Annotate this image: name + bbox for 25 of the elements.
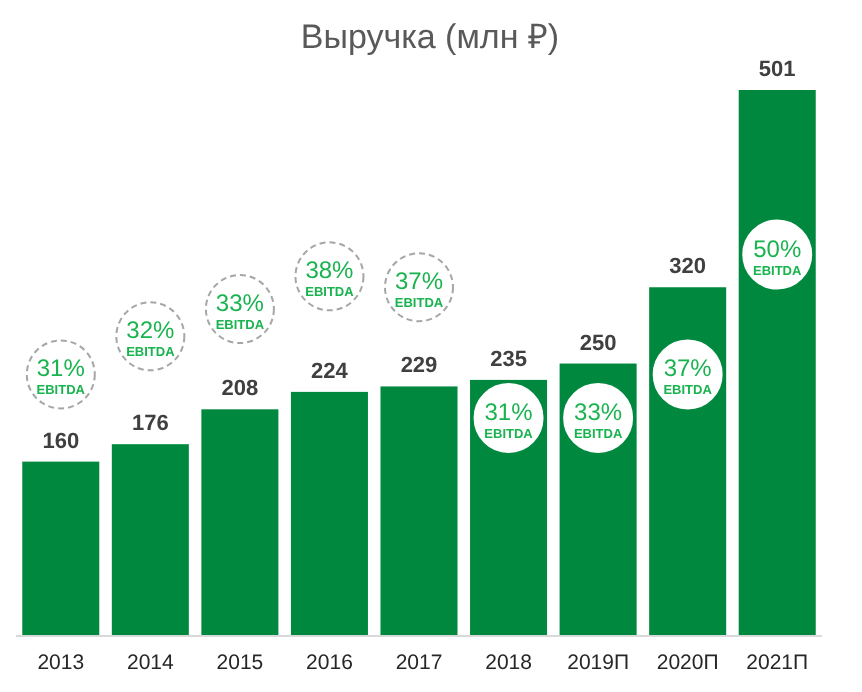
x-tick-label: 2015 — [216, 650, 264, 675]
data-label: 208 — [221, 377, 259, 402]
chart-title: Выручка (млн ₽) — [300, 18, 560, 56]
bar — [201, 409, 279, 636]
x-tick-label: 2017 — [395, 650, 443, 675]
x-tick-label: 2020П — [656, 650, 719, 675]
data-label: 229 — [400, 354, 438, 379]
data-label: 224 — [311, 359, 350, 384]
data-label: 160 — [42, 429, 80, 454]
x-tick-label: 2021П — [746, 650, 809, 675]
bar — [380, 386, 458, 636]
data-label: 235 — [490, 347, 527, 372]
x-tick-label: 2014 — [126, 650, 175, 675]
data-label: 501 — [758, 58, 796, 82]
x-tick-label: 2018 — [485, 650, 533, 675]
bar — [290, 391, 368, 636]
data-label: 320 — [669, 255, 707, 280]
data-label: 250 — [579, 331, 617, 356]
x-tick-label: 2019П — [567, 650, 630, 675]
bar — [22, 461, 100, 636]
x-tick-label: 2013 — [37, 650, 85, 675]
data-label: 176 — [131, 412, 169, 437]
x-tick-label: 2016 — [306, 650, 354, 675]
bar — [738, 90, 816, 636]
bar — [111, 444, 189, 636]
